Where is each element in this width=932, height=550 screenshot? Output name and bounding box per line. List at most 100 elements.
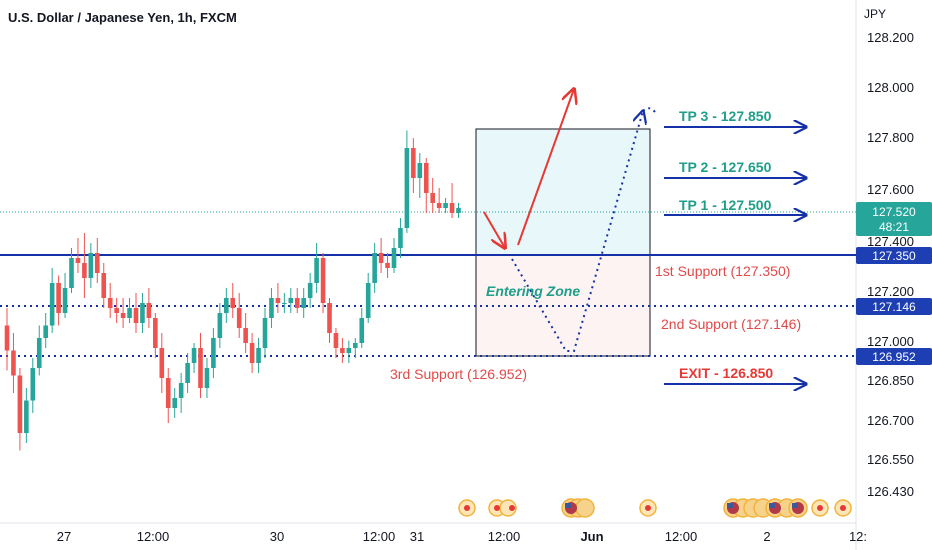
candle-body xyxy=(443,203,448,208)
price-tick-label: 127.200 xyxy=(867,284,914,299)
time-tick-label: 12:00 xyxy=(137,529,170,544)
target-zone-box[interactable] xyxy=(475,128,651,256)
candle-body xyxy=(359,318,365,343)
candle-body xyxy=(153,318,158,348)
candle-body xyxy=(185,363,190,383)
last-price-value: 127.520 xyxy=(872,205,916,219)
price-tick-label: 127.600 xyxy=(867,182,914,197)
candle-body xyxy=(120,313,126,318)
candle-body xyxy=(269,298,274,318)
countdown-value: 48:21 xyxy=(879,220,909,234)
candle-body xyxy=(198,348,203,388)
us-flag-icon xyxy=(561,498,808,518)
candle-body xyxy=(288,298,294,303)
candle-body xyxy=(211,338,216,368)
candlestick-series xyxy=(4,130,461,451)
price-tick-label: 126.430 xyxy=(867,484,914,499)
candle-body xyxy=(172,398,177,408)
time-tick-label: 27 xyxy=(57,529,71,544)
candle-body xyxy=(36,338,42,368)
price-tick-label: 126.700 xyxy=(867,413,914,428)
price-tick-label: 128.200 xyxy=(867,30,914,45)
candle-body xyxy=(378,253,384,263)
candle-body xyxy=(146,303,152,318)
time-tick-label: 2 xyxy=(763,529,770,544)
exit-label: EXIT - 126.850 xyxy=(679,365,773,381)
level-2-value: 127.146 xyxy=(872,300,916,314)
candle-body xyxy=(95,253,100,273)
candle-body xyxy=(217,313,223,338)
price-axis-ticks: 128.200 128.000 127.800 127.600 127.400 127.2… xyxy=(867,30,914,499)
candle-body xyxy=(327,303,332,333)
entry-zone-box[interactable] xyxy=(475,254,651,357)
candle-body xyxy=(43,325,48,338)
candle-body xyxy=(262,318,268,348)
candle-body xyxy=(82,263,87,278)
candle-body xyxy=(75,258,81,263)
price-tick-label: 127.000 xyxy=(867,334,914,349)
support1-label: 1st Support (127.350) xyxy=(655,263,790,279)
candle-body xyxy=(140,303,145,323)
candle-body xyxy=(4,325,10,351)
time-tick-label: 12:00 xyxy=(363,529,396,544)
candle-body xyxy=(133,308,139,323)
time-tick-label: 31 xyxy=(410,529,424,544)
tp2-label: TP 2 - 127.650 xyxy=(679,159,772,175)
candle-body xyxy=(320,258,326,303)
candle-body xyxy=(114,308,119,313)
last-price-tag: 127.520 48:21 xyxy=(856,202,932,236)
candle-body xyxy=(24,400,29,433)
time-axis-ticks: 27 12:00 30 12:00 31 12:00 Jun 12:00 2 12: xyxy=(57,529,867,544)
level-1-value: 127.350 xyxy=(872,249,916,263)
candle-body xyxy=(456,208,461,213)
level-3-tag: 126.952 xyxy=(856,348,932,365)
entering-zone-label: Entering Zone xyxy=(486,283,580,299)
level-2-tag: 127.146 xyxy=(856,298,932,315)
candle-body xyxy=(165,378,171,408)
candle-body xyxy=(449,203,455,213)
candle-body xyxy=(191,348,197,363)
candle-body xyxy=(127,308,132,318)
event-markers[interactable] xyxy=(458,498,852,518)
tp3-label: TP 3 - 127.850 xyxy=(679,108,772,124)
level-1-tag: 127.350 xyxy=(856,247,932,264)
candle-body xyxy=(101,273,107,298)
candle-body xyxy=(159,348,165,378)
candle-body xyxy=(256,348,261,363)
candle-body xyxy=(346,348,352,353)
candle-body xyxy=(398,228,403,248)
candle-body xyxy=(353,343,358,348)
red-arrow-down[interactable] xyxy=(483,211,505,248)
candle-body xyxy=(314,258,319,283)
candle-body xyxy=(49,283,55,326)
candle-body xyxy=(282,303,287,304)
red-arrow-up[interactable] xyxy=(517,89,574,246)
price-tick-label: 127.400 xyxy=(867,234,914,249)
candle-body xyxy=(340,348,345,353)
candle-body xyxy=(17,375,23,433)
price-tick-label: 126.850 xyxy=(867,373,914,388)
candle-body xyxy=(178,383,184,398)
time-tick-label: 12:00 xyxy=(488,529,521,544)
candle-body xyxy=(385,263,390,268)
candle-body xyxy=(417,163,423,178)
candle-body xyxy=(391,248,397,268)
candle-body xyxy=(430,193,435,203)
candle-body xyxy=(307,283,313,298)
candle-body xyxy=(365,283,371,318)
candle-body xyxy=(224,298,229,313)
candle-body xyxy=(301,298,306,308)
candle-body xyxy=(411,148,416,178)
candle-body xyxy=(423,163,429,193)
time-tick-label: Jun xyxy=(580,529,603,544)
candle-body xyxy=(243,328,248,343)
price-tick-label: 128.000 xyxy=(867,80,914,95)
candle-body xyxy=(372,253,377,283)
tp1-label: TP 1 - 127.500 xyxy=(679,197,772,213)
candle-body xyxy=(69,258,74,288)
level-3-value: 126.952 xyxy=(872,350,916,364)
time-tick-label: 12:00 xyxy=(665,529,698,544)
candle-body xyxy=(236,308,242,328)
price-tick-label: 126.550 xyxy=(867,452,914,467)
